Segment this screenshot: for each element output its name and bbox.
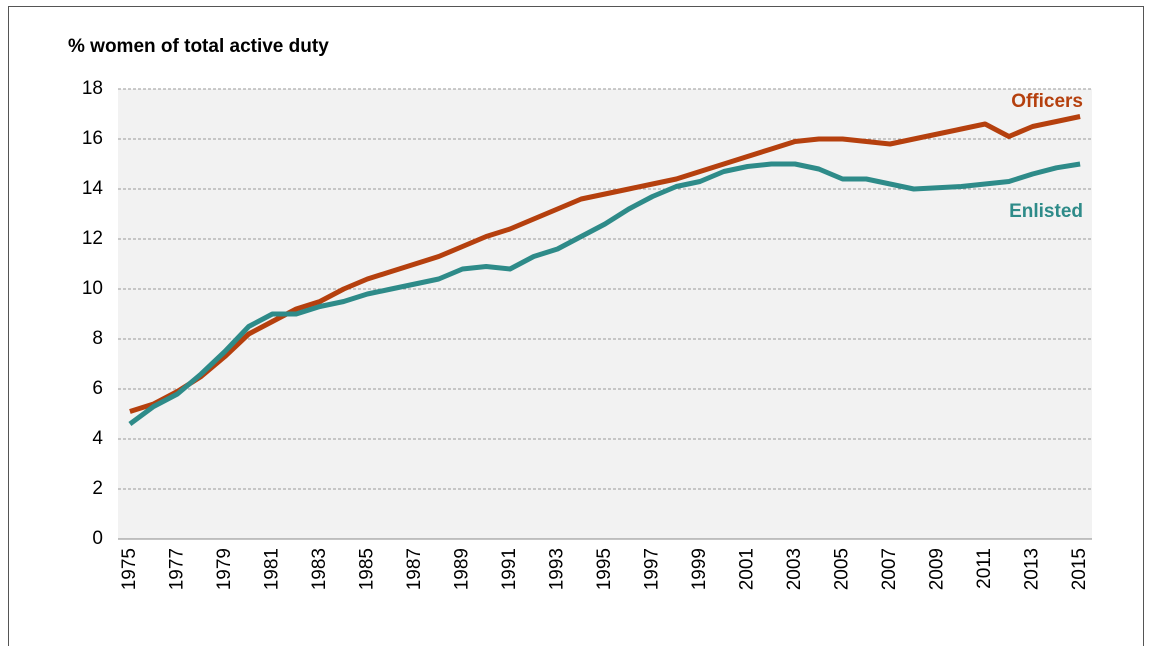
chart-title: % women of total active duty bbox=[68, 36, 329, 57]
y-tick-label: 4 bbox=[92, 428, 103, 449]
x-tick-label: 2003 bbox=[784, 548, 805, 590]
x-tick-label: 1975 bbox=[119, 548, 140, 590]
series-line bbox=[128, 161, 1081, 427]
x-tick-label: 2007 bbox=[879, 548, 900, 590]
x-tick-label: 2015 bbox=[1069, 548, 1090, 590]
x-tick-label: 2005 bbox=[832, 548, 853, 590]
x-tick-label: 1993 bbox=[547, 548, 568, 590]
y-tick-label: 18 bbox=[82, 78, 103, 99]
x-tick-label: 1997 bbox=[642, 548, 663, 590]
series-label: Officers bbox=[1011, 91, 1083, 112]
x-tick-label: 1981 bbox=[261, 548, 282, 590]
y-tick-label: 2 bbox=[92, 478, 103, 499]
y-tick-label: 14 bbox=[82, 178, 104, 199]
x-tick-label: 1979 bbox=[214, 548, 235, 590]
y-tick-label: 12 bbox=[82, 228, 103, 249]
x-tick-label: 2001 bbox=[737, 548, 758, 590]
x-tick-label: 2013 bbox=[1022, 548, 1043, 590]
y-tick-label: 8 bbox=[92, 328, 103, 349]
y-tick-label: 16 bbox=[82, 128, 103, 149]
x-tick-label: 2009 bbox=[927, 548, 948, 590]
x-tick-label: 1977 bbox=[166, 548, 187, 590]
y-tick-label: 10 bbox=[82, 278, 103, 299]
plot-area bbox=[118, 89, 1092, 539]
x-tick-label: 2011 bbox=[974, 548, 995, 589]
x-tick-label: 1987 bbox=[404, 548, 425, 590]
y-tick-label: 6 bbox=[92, 378, 103, 399]
x-tick-label: 1995 bbox=[594, 548, 615, 590]
series-label: Enlisted bbox=[1009, 201, 1083, 222]
x-tick-label: 1985 bbox=[356, 548, 377, 590]
x-tick-label: 1989 bbox=[451, 548, 472, 590]
x-tick-label: 1991 bbox=[499, 548, 520, 590]
x-tick-label: 1983 bbox=[309, 548, 330, 590]
frame bbox=[8, 6, 1144, 646]
y-tick-label: 0 bbox=[92, 528, 103, 549]
x-tick-label: 1999 bbox=[689, 548, 710, 590]
